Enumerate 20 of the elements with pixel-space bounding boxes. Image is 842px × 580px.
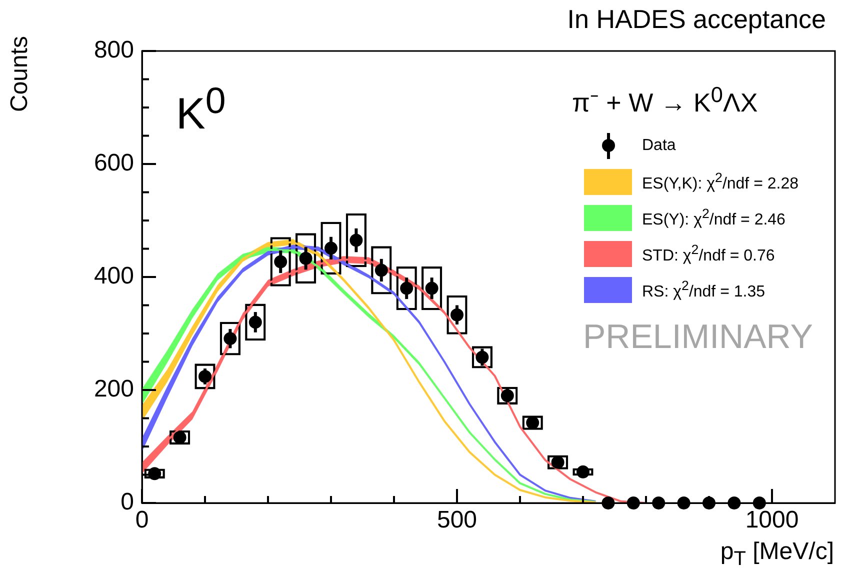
- legend-label: STD: χ$^{2}$/ndf = 0.76: [642, 242, 775, 266]
- legend-label: Data: [642, 136, 676, 155]
- bar: [346, 213, 367, 268]
- y-tick-label: 800: [94, 36, 134, 64]
- x-axis-title: p$_{T}$ [MeV/c]: [720, 538, 834, 571]
- legend-label: ES(Y,K): χ$^{2}$/ndf = 2.28: [642, 170, 798, 194]
- y-tick-label: 0: [120, 488, 134, 516]
- x-tick-label: 500: [436, 506, 478, 534]
- legend-label: ES(Y): χ$^{2}$/ndf = 2.46: [642, 206, 786, 230]
- y-tick-label: 200: [94, 376, 134, 403]
- y-axis-title: Counts: [6, 36, 34, 112]
- legend-label: RS: χ$^{2}$/ndf = 1.35: [642, 278, 765, 302]
- text: In HADES acceptance: [567, 4, 826, 35]
- legend-title: π⁻ + W → K$^{0}$ΛX: [572, 82, 759, 120]
- point: [550, 456, 566, 469]
- x-tick-label: 1000: [745, 506, 799, 534]
- annotation: PRELIMINARY: [583, 318, 813, 357]
- y-tick-label: 600: [94, 150, 134, 177]
- annotation: K$^{0}$: [176, 80, 226, 140]
- y-tick-label: 400: [94, 262, 134, 290]
